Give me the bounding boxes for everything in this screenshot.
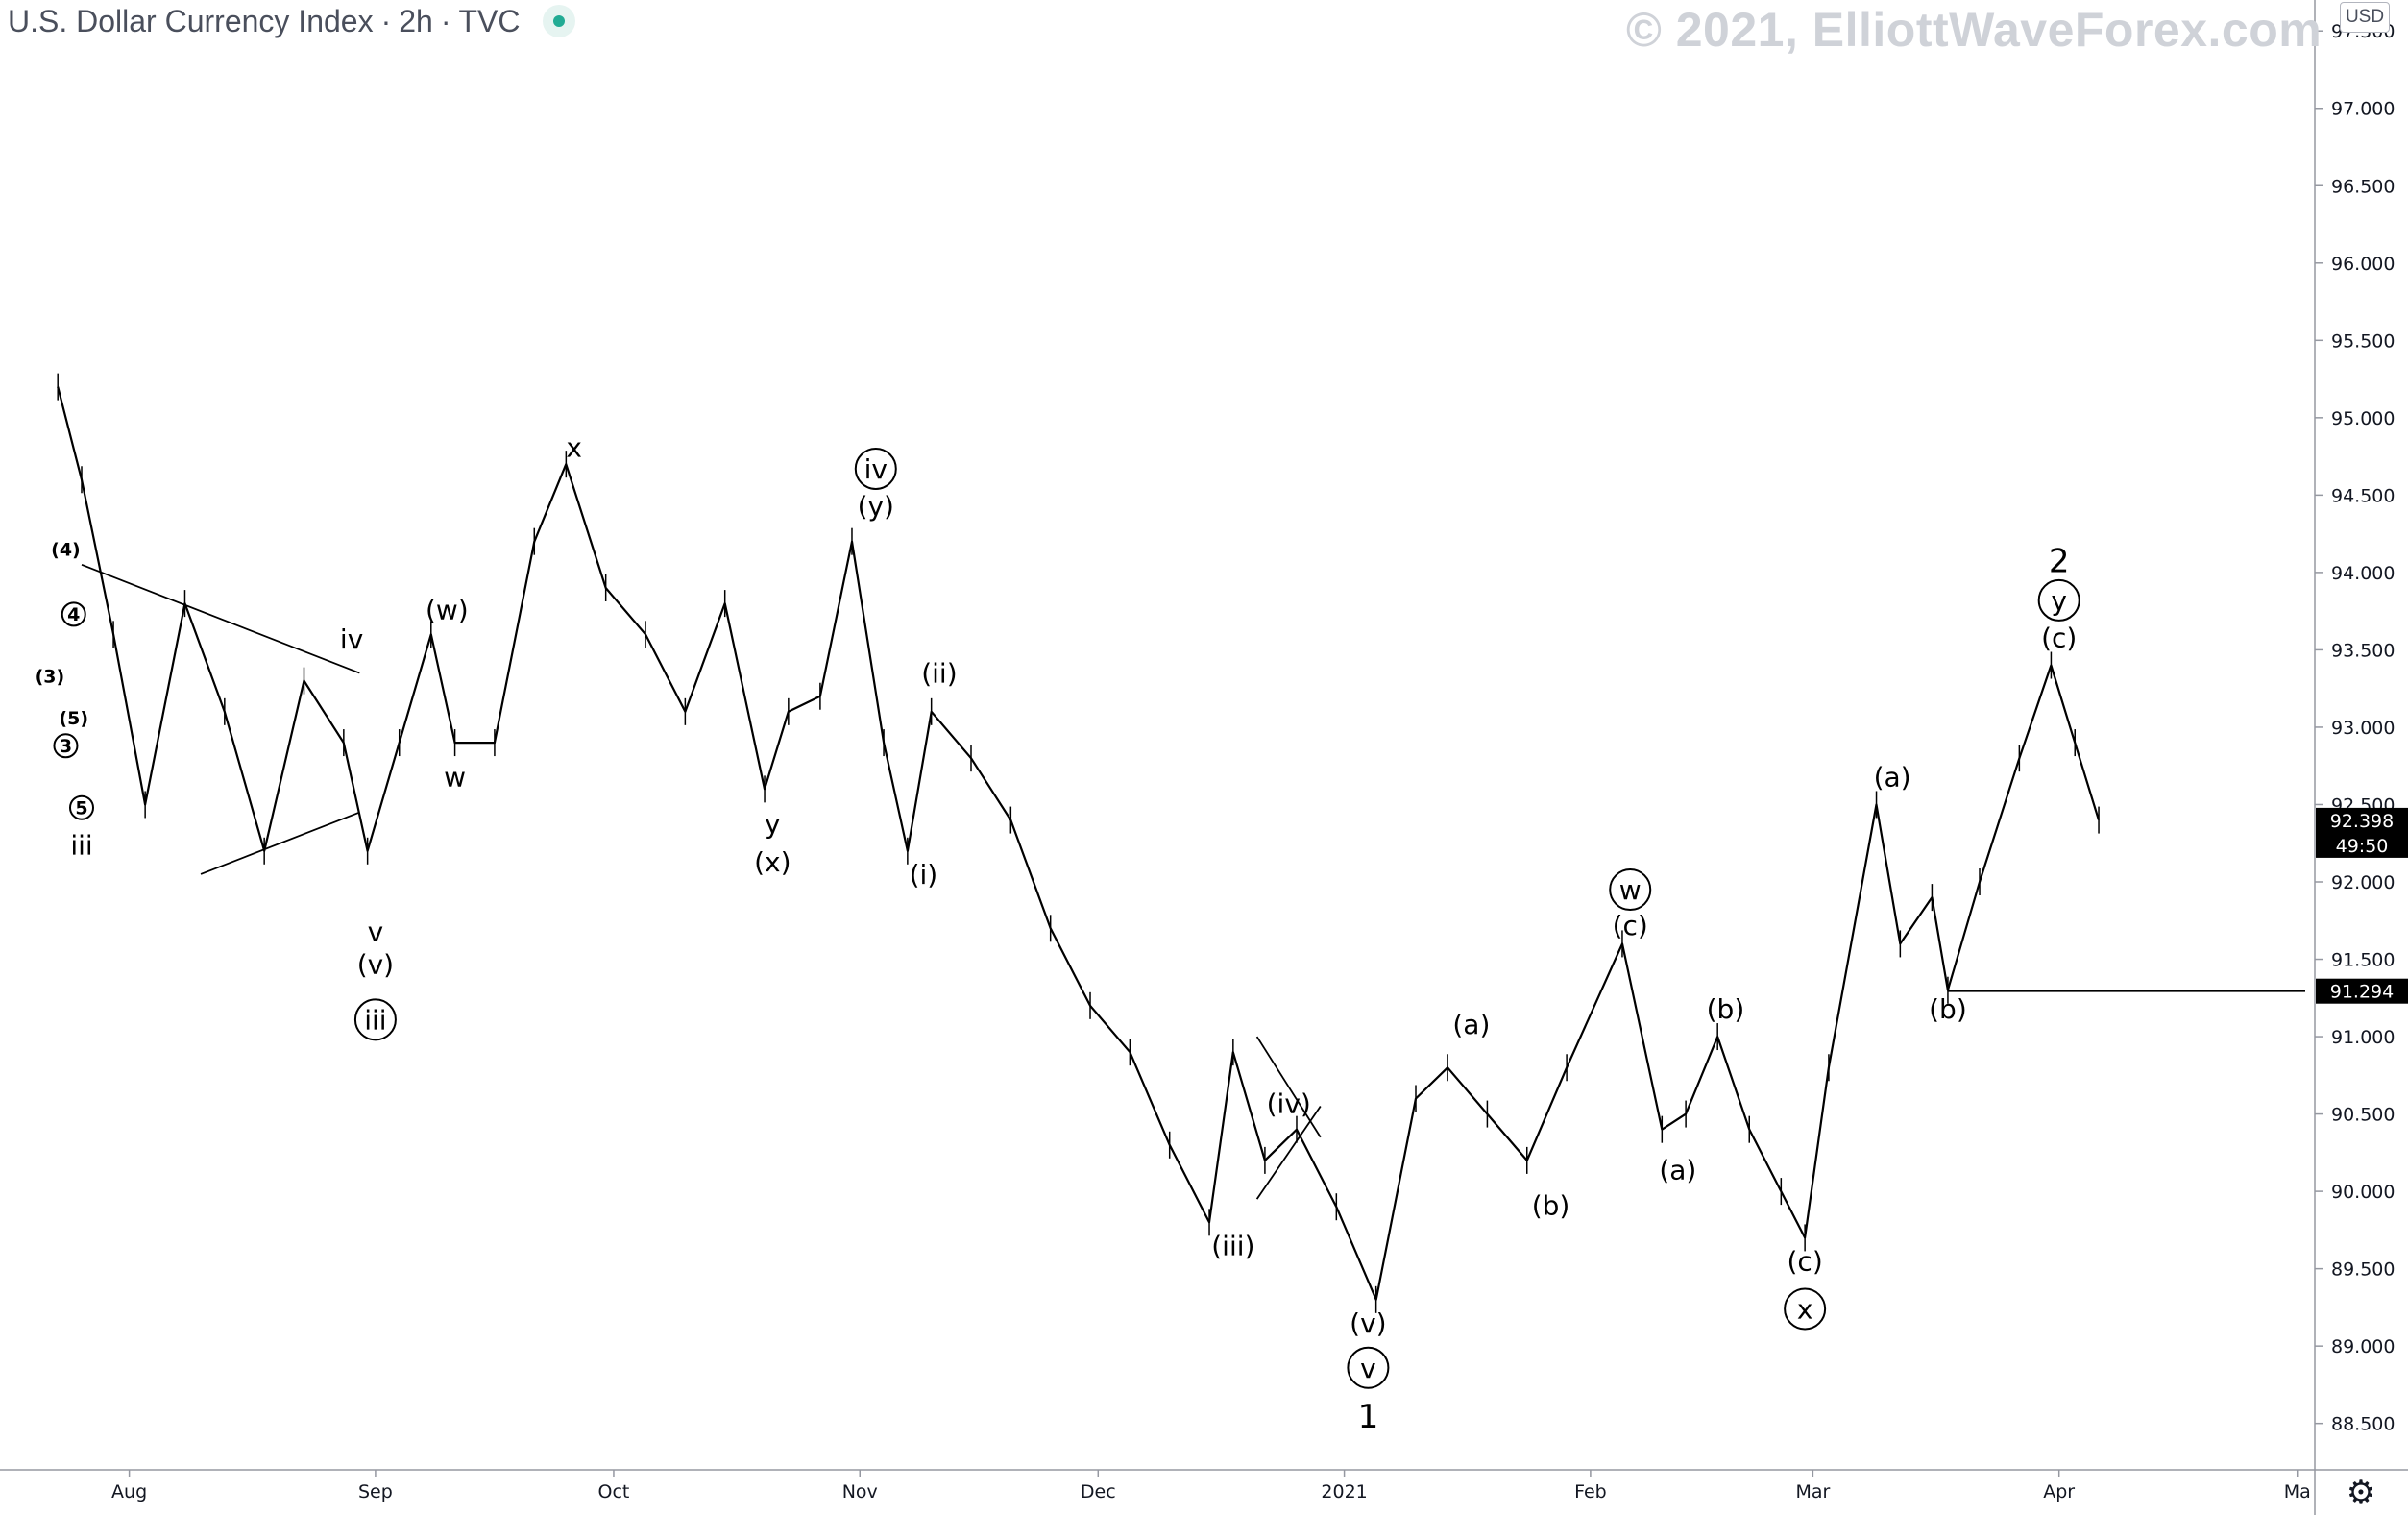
price-tick-label: 90.500 [2331,1105,2395,1126]
wave-label: y [2051,585,2067,617]
wave-label: 1 [1358,1398,1379,1436]
wave-label: (ii) [921,658,957,690]
wave-label: (c) [1788,1246,1823,1278]
wave-label: iv [340,623,363,655]
level-price-label-bg [2316,978,2408,1004]
wave-label: 5 [75,798,87,819]
wave-label-circle [1609,868,1652,912]
wave-label: x [566,432,582,464]
wave-label: iii [70,829,92,861]
price-tick-label: 91.000 [2331,1027,2395,1048]
time-tick-label: Ma [2284,1481,2311,1503]
wave-label: (a) [1659,1155,1696,1186]
wave-label: iv [864,453,888,485]
price-tick-label: 90.000 [2331,1182,2395,1203]
price-tick-label: 89.000 [2331,1336,2395,1357]
price-tick-label: 93.500 [2331,640,2395,661]
price-tick-label: 95.000 [2331,408,2395,429]
countdown-label: 49:50 [2336,836,2389,857]
header-separator-2: · [440,3,451,38]
wave-label: (a) [1874,762,1911,794]
price-tick-label: 97.000 [2331,99,2395,120]
wave-label: y [765,808,781,840]
wave-label: x [1797,1294,1813,1326]
price-series-line [57,386,2101,1301]
wave-label: (i) [910,859,938,891]
gear-icon[interactable]: ⚙ [2346,1475,2376,1511]
time-tick-label: Mar [1795,1481,1830,1503]
time-tick-label: Dec [1081,1481,1116,1503]
wave-label: (iv) [1267,1087,1311,1119]
wave-label: (x) [754,846,791,878]
symbol-name[interactable]: U.S. Dollar Currency Index [8,3,374,38]
wave-label: (iii) [1211,1231,1254,1262]
wave-label-circle [353,998,397,1041]
price-tick-label: 89.500 [2331,1259,2395,1281]
trendline [1255,1106,1322,1200]
time-tick-label: Aug [111,1481,147,1503]
time-tick-label: 2021 [1321,1481,1367,1503]
wave-label: (3) [36,667,65,688]
last-price-label: 92.398 [2330,811,2394,832]
wave-label: (b) [1929,993,1967,1025]
last-price-label-bg [2316,807,2408,858]
wave-label-circle [53,733,79,759]
wave-label: (c) [1613,910,1648,941]
price-tick-label: 88.500 [2331,1414,2395,1435]
price-tick-label: 96.000 [2331,254,2395,275]
time-tick-label: Oct [598,1481,630,1503]
time-tick-label: Nov [842,1481,878,1503]
wave-label: (v) [357,948,394,980]
wave-label: (b) [1532,1190,1570,1222]
time-tick-label: Apr [2043,1481,2075,1503]
circle-dot-icon [543,5,576,37]
wave-label: (b) [1707,993,1745,1025]
exchange-label: TVC [458,3,521,38]
price-tick-label: 96.500 [2331,176,2395,197]
price-tick-label: 95.500 [2331,330,2395,352]
wave-label-circle [2037,578,2080,622]
wave-label: (5) [59,708,88,729]
wave-label: v [1360,1353,1376,1384]
price-tick-label: 92.000 [2331,872,2395,893]
header-separator: · [380,3,392,38]
wave-label-circle [69,794,94,820]
wave-label: iii [364,1004,386,1036]
wave-label: w [444,762,466,794]
price-tick-label: 91.500 [2331,950,2395,971]
time-tick-label: Sep [358,1481,393,1503]
wave-label-circle [1347,1346,1390,1389]
currency-button[interactable]: USD [2340,2,2390,33]
watermark: © 2021, ElliottWaveForex.com [1626,3,2323,57]
price-tick-label: 94.000 [2331,563,2395,584]
wave-label: (y) [858,491,894,523]
wave-label: 2 [2049,542,2070,580]
price-tick-label: 94.500 [2331,485,2395,506]
wave-label: 4 [67,604,80,625]
symbol-header[interactable]: U.S. Dollar Currency Index · 2h · TVC [8,2,576,40]
wave-label: (4) [51,540,81,561]
wave-label: w [1619,874,1642,906]
wave-label: (w) [426,595,469,626]
time-tick-label: Feb [1574,1481,1607,1503]
wave-label-circle [854,447,897,490]
wave-label-circle [1784,1287,1827,1331]
wave-label: 3 [60,736,72,757]
trendline [81,564,360,674]
wave-label: (a) [1452,1009,1490,1040]
wave-label: (c) [2041,623,2077,654]
price-tick-label: 93.000 [2331,718,2395,739]
level-price-label: 91.294 [2330,982,2394,1003]
wave-label-circle [61,601,86,627]
wave-label: (v) [1350,1307,1386,1339]
wave-label: v [368,916,384,948]
interval-label[interactable]: 2h [399,3,433,38]
trendline [200,811,360,875]
